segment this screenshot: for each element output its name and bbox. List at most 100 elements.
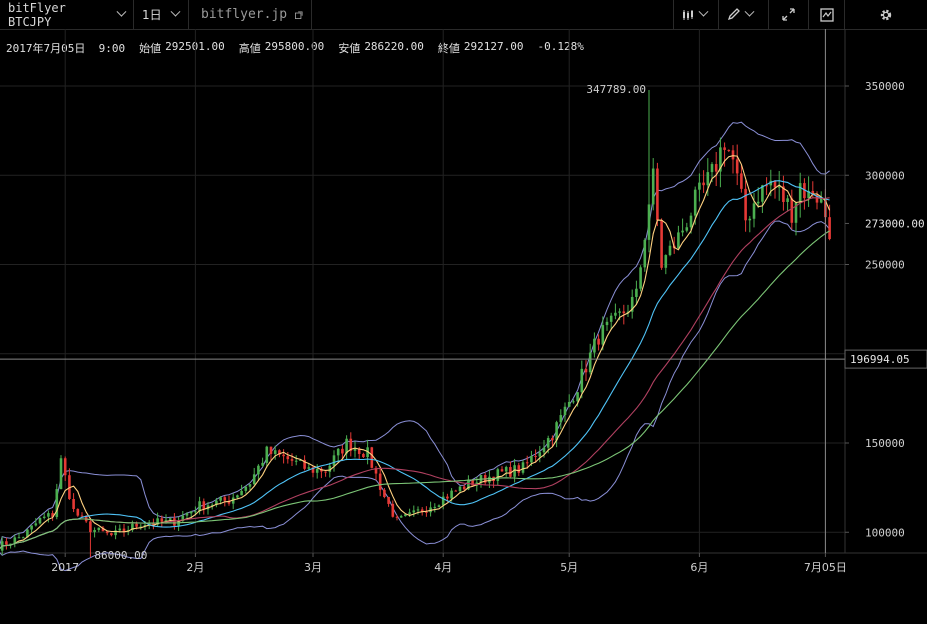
candle-body xyxy=(110,533,113,536)
candle-body xyxy=(630,296,634,312)
candle-body xyxy=(51,513,54,517)
fullscreen-button[interactable] xyxy=(769,0,809,29)
high-label: 高値 xyxy=(238,42,261,55)
candle-body xyxy=(433,506,437,508)
candle-body xyxy=(294,460,298,462)
candle-body xyxy=(177,521,180,526)
candle-body xyxy=(374,467,378,474)
candle-body xyxy=(164,519,168,522)
min-price-annotation: 86000.00 xyxy=(94,549,147,562)
candle-body xyxy=(55,489,59,517)
candle-body xyxy=(395,516,399,518)
candle-body xyxy=(525,462,529,464)
candle-body xyxy=(710,164,714,173)
candle-body xyxy=(513,465,516,477)
source-link[interactable]: bitflyer.jp xyxy=(189,0,312,29)
candle-body xyxy=(807,190,810,199)
candle-type-button[interactable] xyxy=(673,0,719,29)
time-tick-label: 5月 xyxy=(560,561,578,574)
top-toolbar: bitFlyer BTCJPY 1日 bitflyer.jp xyxy=(0,0,927,30)
candle-body xyxy=(693,189,697,216)
candle-body xyxy=(441,496,445,506)
candle-body xyxy=(677,232,680,249)
candle-body xyxy=(97,527,101,530)
candle-body xyxy=(761,185,764,202)
candle-body xyxy=(89,521,92,533)
candle-body xyxy=(336,448,340,456)
candle-body xyxy=(681,230,684,233)
high-value: 295800.00 xyxy=(264,40,325,53)
chevron-down-icon xyxy=(170,6,181,17)
indicator-chart-icon xyxy=(819,7,834,22)
candle-body xyxy=(538,452,542,457)
candle-body xyxy=(240,490,243,496)
candle-body xyxy=(798,183,802,203)
candle-body xyxy=(9,543,12,545)
external-link-icon xyxy=(295,10,303,19)
draw-pencil-icon xyxy=(727,8,740,21)
candle-body xyxy=(269,446,273,454)
ma-fast-line xyxy=(0,155,831,550)
candle-body xyxy=(278,450,281,455)
indicators-button[interactable] xyxy=(809,0,845,29)
candle-body xyxy=(215,500,218,505)
candle-body xyxy=(349,438,353,451)
candle-body xyxy=(777,186,781,188)
candle-body xyxy=(794,202,798,223)
candle-body xyxy=(559,415,563,423)
candle-body xyxy=(80,515,84,517)
candle-body xyxy=(656,168,659,221)
candle-body xyxy=(458,486,462,492)
price-chart[interactable]: 350000 300000 250000 150000 100000 273000.00 1… xyxy=(0,29,927,624)
candle-body xyxy=(420,509,424,512)
candle-body xyxy=(76,508,80,516)
candle-body xyxy=(202,501,206,510)
candle-body xyxy=(635,288,638,297)
candle-body xyxy=(362,453,365,458)
candle-body xyxy=(265,446,269,463)
candle-body xyxy=(404,514,407,517)
candle-body xyxy=(462,486,466,490)
candle-body xyxy=(391,503,395,517)
time-tick-label: 4月 xyxy=(434,561,452,574)
candle-body xyxy=(605,321,609,326)
symbol-selector[interactable]: bitFlyer BTCJPY xyxy=(0,0,134,29)
candle-body xyxy=(698,182,701,190)
candle-body xyxy=(399,516,403,518)
chevron-down-icon xyxy=(744,6,755,17)
candle-body xyxy=(181,515,185,522)
ma-mid-line xyxy=(0,180,830,550)
price-tick-label: 350000 xyxy=(865,80,905,93)
interval-selector[interactable]: 1日 xyxy=(134,0,189,29)
drawing-tools-button[interactable] xyxy=(719,0,769,29)
candle-body xyxy=(572,401,575,403)
candle-body xyxy=(370,447,374,468)
candle-body xyxy=(521,462,525,473)
candle-body xyxy=(219,497,222,501)
candle-body xyxy=(30,525,33,530)
time-tick-label: 2月 xyxy=(186,561,204,574)
candle-body xyxy=(643,239,647,268)
candle-body xyxy=(622,311,626,314)
candle-body xyxy=(189,511,193,514)
candle-body xyxy=(353,448,357,451)
candle-body xyxy=(412,510,416,513)
settings-button[interactable] xyxy=(845,0,927,29)
candle-body xyxy=(689,215,693,228)
candle-body xyxy=(244,486,248,491)
interval-label: 1日 xyxy=(142,8,162,22)
candle-body xyxy=(660,220,663,268)
candle-body xyxy=(122,528,126,532)
candle-body xyxy=(828,217,831,240)
candle-body xyxy=(425,511,428,513)
candle-body xyxy=(584,368,588,373)
candle-body xyxy=(509,467,512,477)
candle-body xyxy=(756,201,760,204)
candle-body xyxy=(551,438,554,441)
candle-body xyxy=(488,476,491,483)
candle-body xyxy=(446,496,449,499)
candle-body xyxy=(257,465,260,475)
price-tick-label: 300000 xyxy=(865,169,905,182)
bollinger-upper-line xyxy=(0,121,830,546)
candle-body xyxy=(664,255,668,268)
